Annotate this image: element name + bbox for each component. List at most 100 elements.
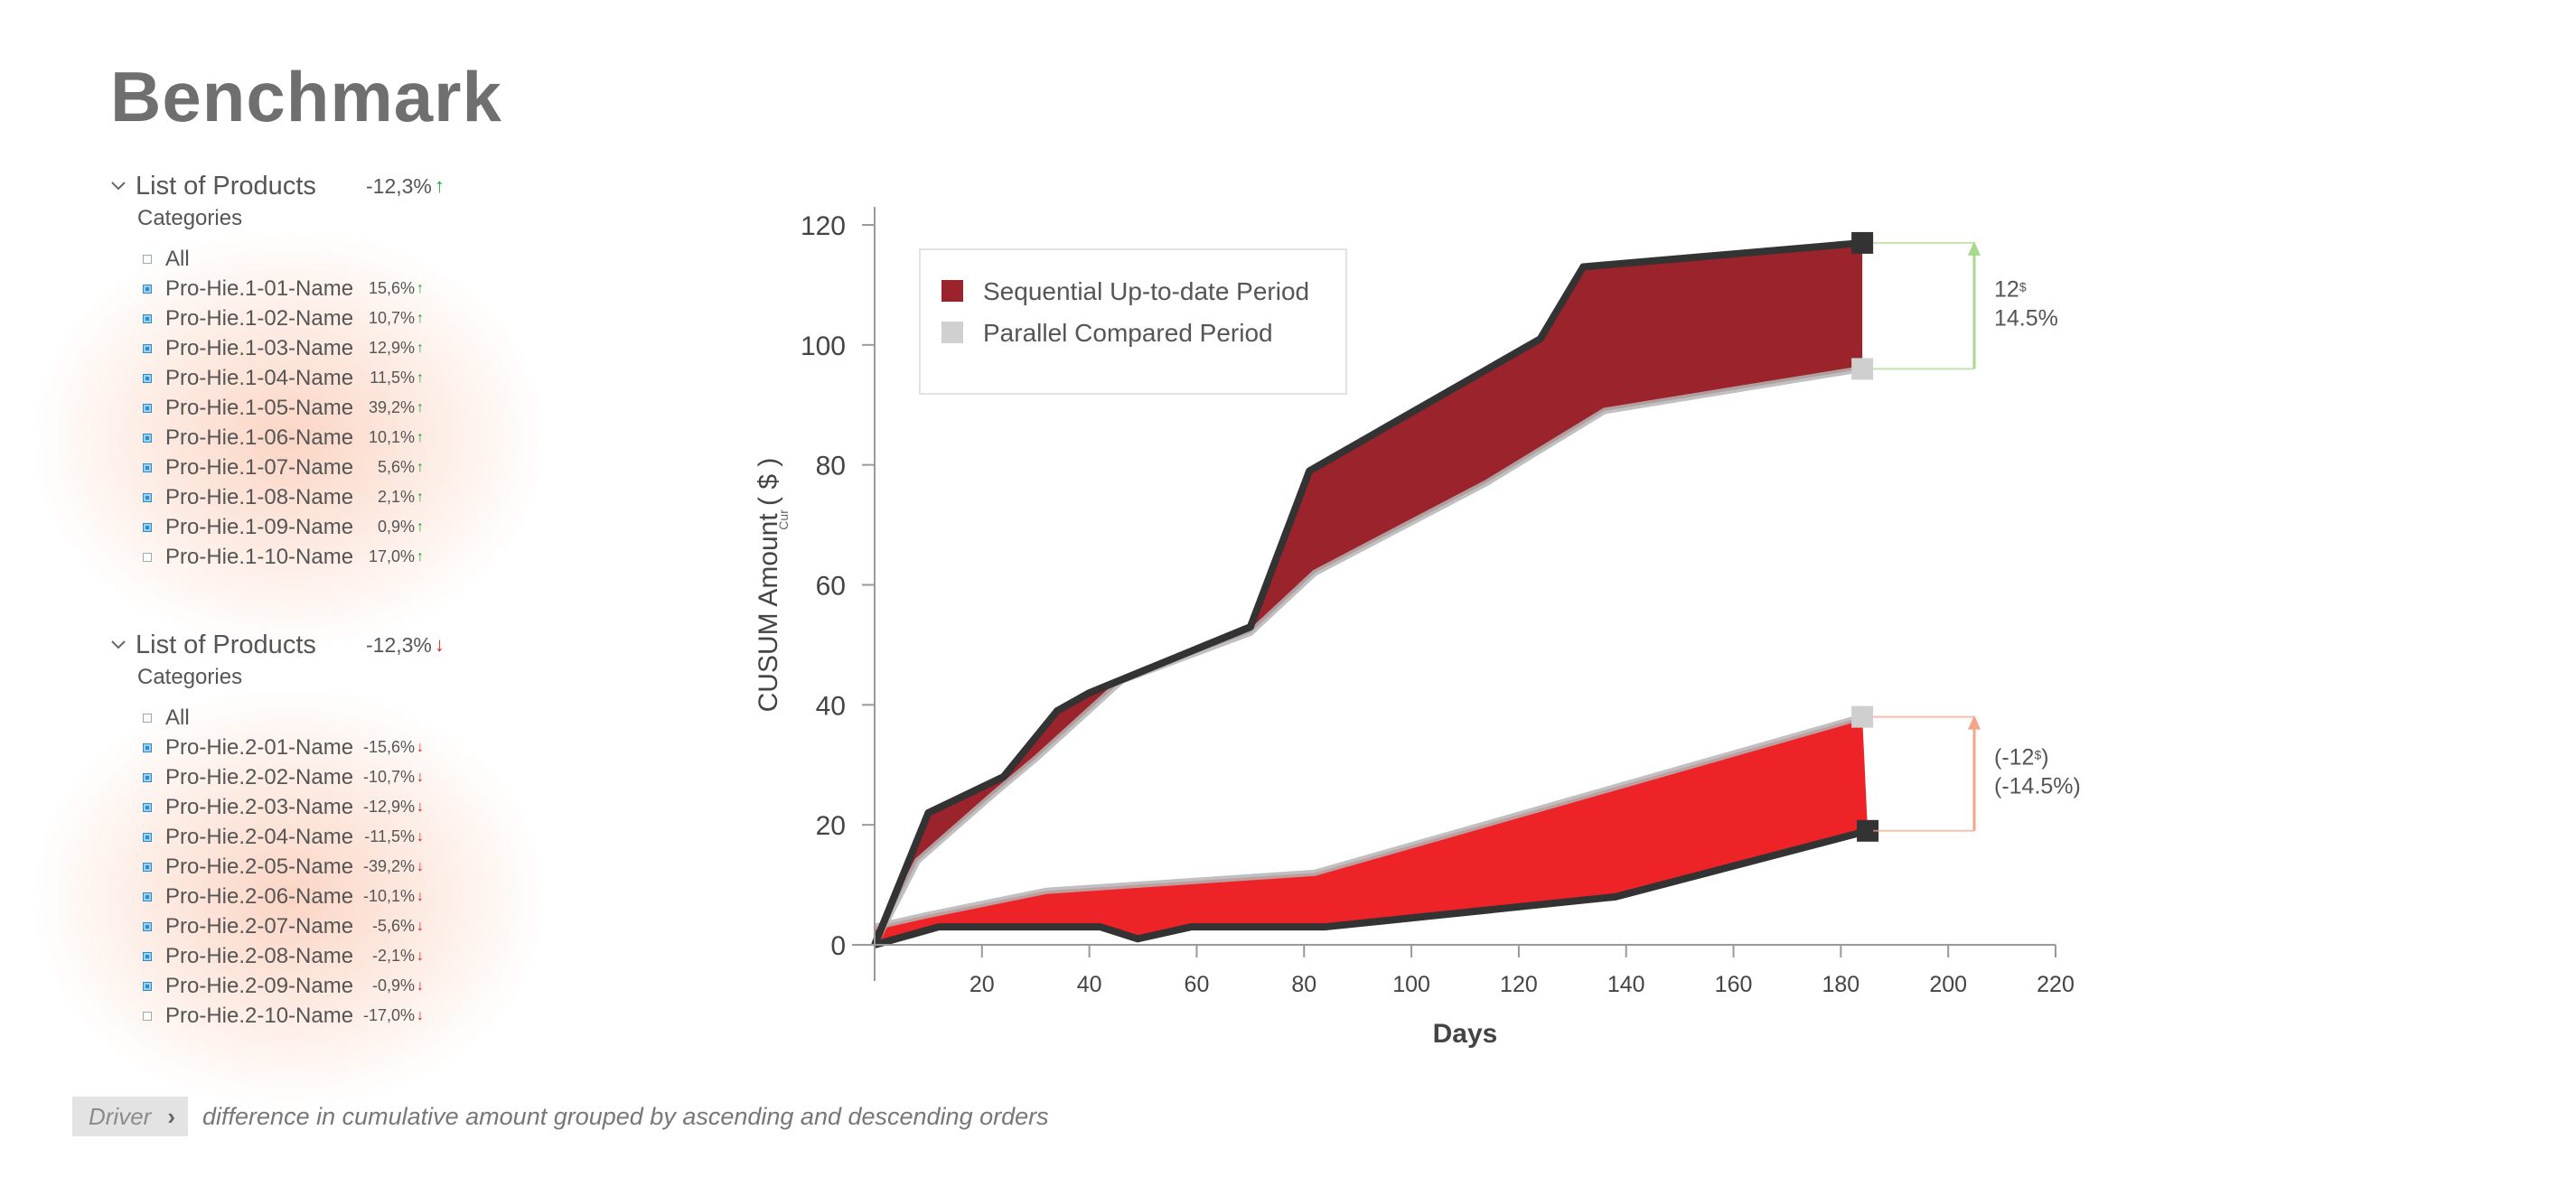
item-name: Pro-Hie.2-07-Name xyxy=(165,913,354,939)
item-change: 39,2% xyxy=(368,398,415,416)
list-item-all[interactable]: All xyxy=(143,703,470,733)
x-tick-label: 220 xyxy=(2037,972,2075,997)
arrow-up-icon: ↑ xyxy=(417,429,424,445)
product-panel-descending: List of Products -12,3% ↓ Categories All… xyxy=(36,627,542,1106)
checkbox[interactable] xyxy=(143,981,152,991)
item-name: Pro-Hie.1-08-Name xyxy=(165,484,354,509)
driver-label: Driver xyxy=(89,1102,152,1130)
list-item[interactable]: Pro-Hie.1-04-Name 11,5% ↑ xyxy=(143,363,470,393)
x-tick-label: 60 xyxy=(1185,972,1210,997)
item-name: All xyxy=(165,705,190,730)
list-item[interactable]: Pro-Hie.2-08-Name -2,1% ↓ xyxy=(143,941,470,971)
panel-subtitle: Categories xyxy=(137,665,243,689)
checkbox[interactable] xyxy=(143,373,152,383)
annotation-amount: (-12 xyxy=(1994,745,2034,770)
item-name: Pro-Hie.2-03-Name xyxy=(165,794,354,819)
list-item-all[interactable]: All xyxy=(143,244,470,274)
list-item[interactable]: Pro-Hie.1-08-Name 2,1% ↑ xyxy=(143,482,470,512)
product-list: All Pro-Hie.2-01-Name -15,6% ↓ Pro-Hie.2-02… xyxy=(143,703,470,1031)
checkbox[interactable] xyxy=(143,892,152,901)
item-name: Pro-Hie.1-10-Name xyxy=(165,544,354,569)
series-line-descending-sequential xyxy=(873,826,1869,948)
item-name: Pro-Hie.1-01-Name xyxy=(165,275,354,301)
annotation-unit: $ xyxy=(2019,280,2027,294)
checkbox[interactable] xyxy=(143,552,152,562)
panel-subtitle: Categories xyxy=(137,206,243,230)
product-list: All Pro-Hie.1-01-Name 15,6% ↑ Pro-Hie.1-02-… xyxy=(143,244,470,572)
checkbox[interactable] xyxy=(143,462,152,472)
item-name: Pro-Hie.2-02-Name xyxy=(165,764,354,789)
item-name: Pro-Hie.2-01-Name xyxy=(165,734,354,760)
checkbox[interactable] xyxy=(143,1011,152,1021)
checkbox[interactable] xyxy=(143,742,152,752)
item-name: Pro-Hie.2-09-Name xyxy=(165,973,354,998)
list-item[interactable]: Pro-Hie.2-06-Name -10,1% ↓ xyxy=(143,882,470,911)
arrow-up-icon: ↑ xyxy=(417,369,424,386)
list-item[interactable]: Pro-Hie.1-07-Name 5,6% ↑ xyxy=(143,453,470,482)
arrow-up-icon: ↑ xyxy=(417,489,424,505)
list-item[interactable]: Pro-Hie.1-05-Name 39,2% ↑ xyxy=(143,393,470,423)
arrow-down-icon: ↓ xyxy=(417,739,424,755)
panel-header[interactable]: List of Products -12,3% ↓ xyxy=(108,627,470,663)
list-item[interactable]: Pro-Hie.2-09-Name -0,9% ↓ xyxy=(143,971,470,1001)
arrow-up-icon: ↑ xyxy=(417,399,424,416)
checkbox[interactable] xyxy=(143,802,152,812)
item-change: 15,6% xyxy=(368,279,415,297)
panel-header[interactable]: List of Products -12,3% ↑ xyxy=(108,168,470,204)
list-item[interactable]: Pro-Hie.2-05-Name -39,2% ↓ xyxy=(143,852,470,882)
item-name: Pro-Hie.2-08-Name xyxy=(165,943,354,968)
checkbox[interactable] xyxy=(143,522,152,532)
checkbox[interactable] xyxy=(143,832,152,842)
item-change: -17,0% xyxy=(362,1006,415,1024)
checkbox[interactable] xyxy=(143,313,152,323)
arrow-up-icon: ↑ xyxy=(417,459,424,475)
item-name: Pro-Hie.1-09-Name xyxy=(165,514,354,539)
checkbox[interactable] xyxy=(143,951,152,961)
checkbox[interactable] xyxy=(143,921,152,931)
list-item[interactable]: Pro-Hie.2-01-Name -15,6% ↓ xyxy=(143,733,470,762)
list-item[interactable]: Pro-Hie.2-04-Name -11,5% ↓ xyxy=(143,822,470,852)
panel-change: -12,3% xyxy=(366,632,432,657)
chevron-down-icon[interactable] xyxy=(108,635,128,655)
checkbox[interactable] xyxy=(143,492,152,502)
end-marker-ascending-sequential xyxy=(1851,231,1874,254)
item-name: Pro-Hie.1-04-Name xyxy=(165,365,354,390)
checkbox[interactable] xyxy=(143,713,152,723)
annotation-value: (-12$) xyxy=(1994,745,2049,770)
list-item[interactable]: Pro-Hie.2-07-Name -5,6% ↓ xyxy=(143,911,470,941)
driver-button[interactable]: Driver › xyxy=(72,1097,189,1136)
checkbox[interactable] xyxy=(143,862,152,872)
list-item[interactable]: Pro-Hie.1-01-Name 15,6% ↑ xyxy=(143,274,470,304)
list-item[interactable]: Pro-Hie.1-03-Name 12,9% ↑ xyxy=(143,333,470,363)
checkbox[interactable] xyxy=(143,403,152,413)
y-tick-label: 40 xyxy=(816,691,846,721)
checkbox[interactable] xyxy=(143,772,152,782)
arrow-down-icon: ↓ xyxy=(417,948,424,964)
footer: Driver › difference in cumulative amount… xyxy=(72,1097,1049,1136)
arrow-down-icon: ↓ xyxy=(417,888,424,904)
annotation-amount: 12 xyxy=(1994,277,2019,303)
checkbox[interactable] xyxy=(143,284,152,294)
end-marker-ascending-parallel xyxy=(1851,358,1874,380)
item-change: -12,9% xyxy=(362,798,415,816)
list-item[interactable]: Pro-Hie.2-02-Name -10,7% ↓ xyxy=(143,762,470,792)
list-item[interactable]: Pro-Hie.2-10-Name -17,0% ↓ xyxy=(143,1001,470,1031)
x-tick-label: 80 xyxy=(1291,972,1316,997)
list-item[interactable]: Pro-Hie.1-02-Name 10,7% ↑ xyxy=(143,304,470,333)
list-item[interactable]: Pro-Hie.2-03-Name -12,9% ↓ xyxy=(143,792,470,822)
y-tick-label: 0 xyxy=(830,931,846,961)
chevron-down-icon[interactable] xyxy=(108,176,128,196)
list-item[interactable]: Pro-Hie.1-09-Name 0,9% ↑ xyxy=(143,512,470,542)
list-item[interactable]: Pro-Hie.1-06-Name 10,1% ↑ xyxy=(143,423,470,453)
item-change: -0,9% xyxy=(371,976,415,995)
arrow-down-icon: ↓ xyxy=(417,977,424,994)
y-axis-unit: Cur xyxy=(776,509,791,530)
checkbox[interactable] xyxy=(143,433,152,443)
checkbox[interactable] xyxy=(143,254,152,264)
list-item[interactable]: Pro-Hie.1-10-Name 17,0% ↑ xyxy=(143,542,470,572)
checkbox[interactable] xyxy=(143,343,152,353)
item-change: 2,1% xyxy=(377,488,415,506)
item-change: 12,9% xyxy=(368,339,415,357)
arrow-up-icon: ↑ xyxy=(417,310,424,326)
annotation-percent: (-14.5%) xyxy=(1994,774,2081,799)
